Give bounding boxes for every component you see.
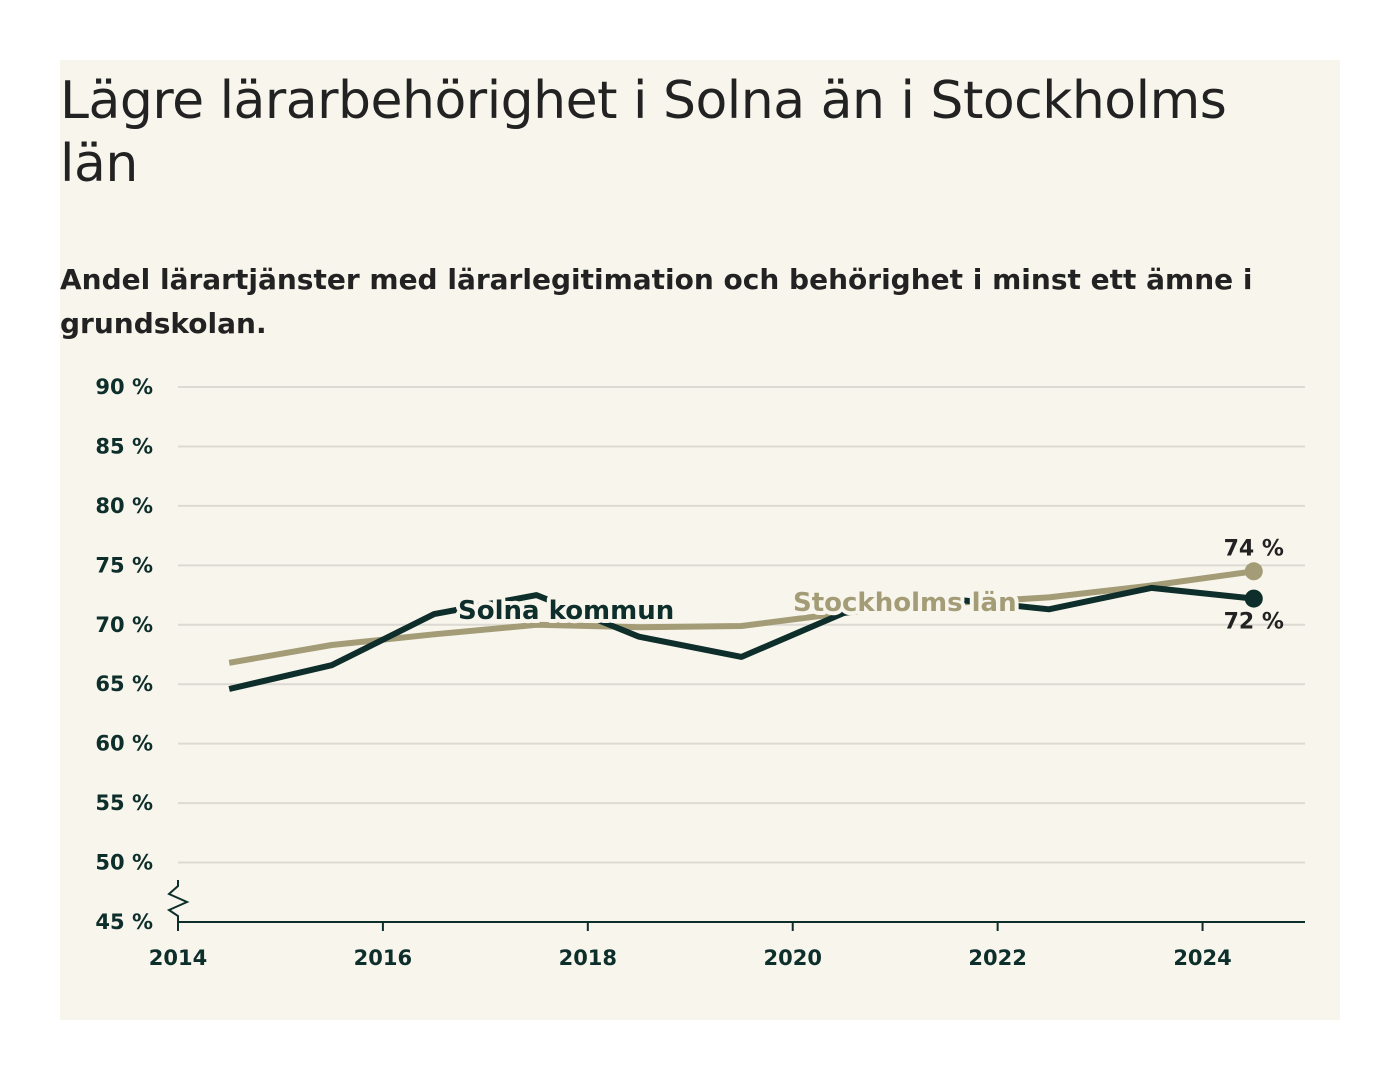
y-tick-label: 50 % [95, 851, 153, 875]
stockholms-lan-end-label: 74 % [1224, 536, 1284, 561]
chart-subtitle: Andel lärartjänster med lärarlegitimatio… [60, 263, 1253, 340]
axis-break-icon [166, 880, 190, 922]
y-tick-label: 45 % [95, 910, 153, 934]
stockholms-lan-line [228, 568, 1255, 666]
y-tick-label: 65 % [95, 672, 153, 696]
chart-card: Lägre lärarbehörighet i Solna än i Stock… [60, 60, 1340, 1020]
y-tick-label: 90 % [95, 375, 153, 399]
x-tick-label: 2014 [149, 946, 207, 970]
x-tick-label: 2020 [764, 946, 822, 970]
x-tick-label: 2022 [968, 946, 1026, 970]
x-tick-label: 2016 [354, 946, 412, 970]
x-axis: 2014 2016 2018 2020 2022 2024 [149, 880, 1305, 970]
y-axis-ticks: 45 % 50 % 55 % 60 % 65 % 70 % 75 % 80 % 85 % 90 % [95, 375, 153, 934]
stockholms-lan-end-point [1244, 562, 1263, 581]
solna-kommun-line [228, 584, 1255, 692]
line-chart: 45 % 50 % 55 % 60 % 65 % 70 % 75 % 80 % 85 % 90 %… [95, 375, 1305, 970]
series-lines [228, 562, 1263, 692]
stockholms-lan-label: Stockholms län [793, 588, 1017, 618]
y-tick-label: 80 % [95, 494, 153, 518]
solna-kommun-end-point [1244, 589, 1263, 608]
x-tick-label: 2018 [559, 946, 617, 970]
chart-title: Lägre lärarbehörighet i Solna än i Stock… [60, 71, 1227, 194]
x-tick-label: 2024 [1173, 946, 1231, 970]
y-tick-label: 70 % [95, 613, 153, 637]
y-tick-label: 85 % [95, 434, 153, 458]
solna-kommun-label: Solna kommun [458, 596, 674, 626]
solna-kommun-end-label: 72 % [1224, 610, 1284, 635]
y-tick-label: 75 % [95, 553, 153, 577]
series-labels: 74 % 72 % Solna kommun Stockholms län [454, 536, 1284, 635]
y-tick-label: 60 % [95, 732, 153, 756]
y-tick-label: 55 % [95, 791, 153, 815]
